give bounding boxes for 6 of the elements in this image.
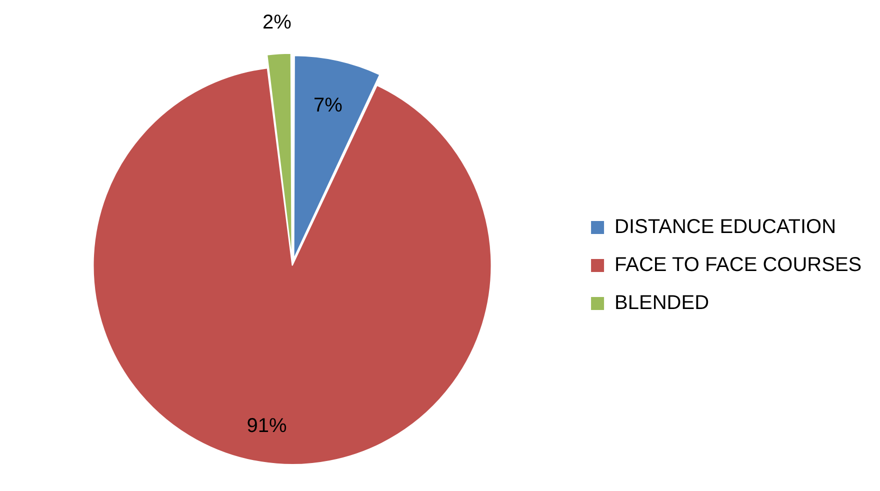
data-label: 91% bbox=[246, 415, 287, 438]
legend-label: BLENDED bbox=[614, 292, 710, 314]
data-label: 2% bbox=[262, 11, 292, 34]
data-label: 7% bbox=[313, 94, 343, 117]
legend-label: FACE TO FACE COURSES bbox=[614, 254, 862, 276]
legend-label: DISTANCE EDUCATION bbox=[614, 216, 836, 238]
